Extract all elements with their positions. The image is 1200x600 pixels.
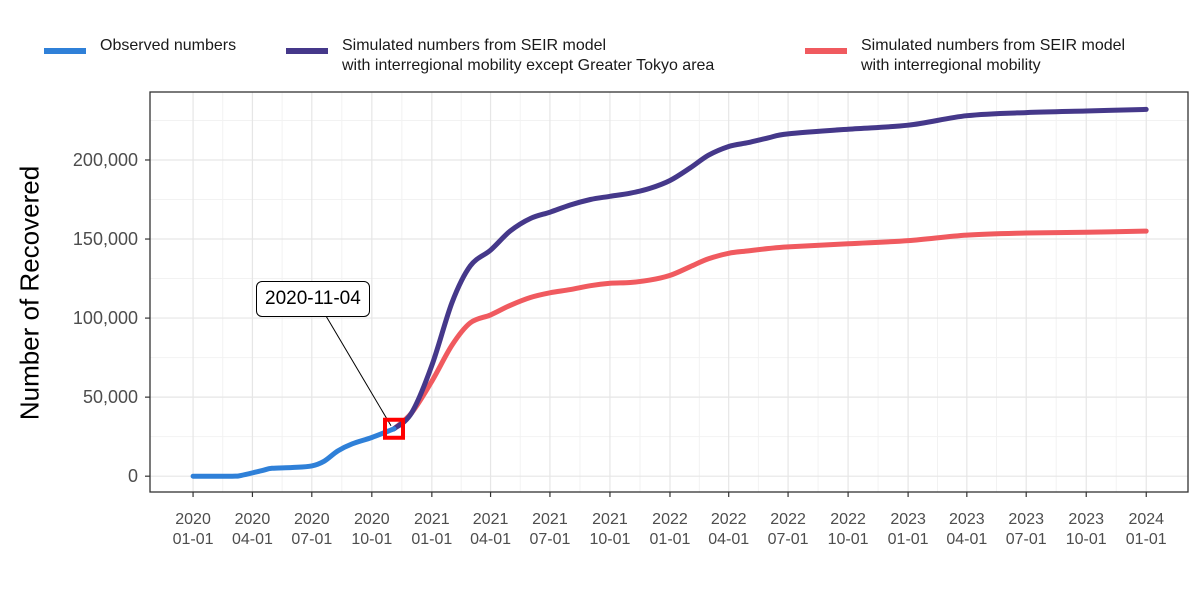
legend-key-seir-except-tokyo bbox=[286, 48, 328, 54]
x-tick-label-year: 2022 bbox=[770, 511, 806, 528]
x-tick-label-date: 07-01 bbox=[529, 531, 570, 548]
x-tick-label-year: 2023 bbox=[1068, 511, 1104, 528]
x-tick-label-date: 04-01 bbox=[708, 531, 749, 548]
series-line-seir-mobility bbox=[391, 228, 1149, 432]
legend-item-seir-except-tokyo: Simulated numbers from SEIR model with i… bbox=[286, 36, 714, 76]
x-tick-label-year: 2023 bbox=[949, 511, 985, 528]
legend-item-observed: Observed numbers bbox=[44, 36, 236, 56]
legend-key-seir-mobility bbox=[805, 48, 847, 54]
x-tick-label-date: 01-01 bbox=[888, 531, 929, 548]
x-tick-label-date: 07-01 bbox=[1006, 531, 1047, 548]
x-tick-label-year: 2024 bbox=[1128, 511, 1164, 528]
x-tick-label-year: 2021 bbox=[473, 511, 509, 528]
x-tick-label-year: 2020 bbox=[294, 511, 330, 528]
x-tick-label-date: 04-01 bbox=[470, 531, 511, 548]
annotation-marker bbox=[383, 417, 406, 440]
x-tick-label-date: 01-01 bbox=[173, 531, 214, 548]
annotation-leader-line bbox=[325, 315, 392, 427]
y-tick-label: 0 bbox=[128, 466, 138, 486]
x-tick-label-date: 10-01 bbox=[351, 531, 392, 548]
legend: Observed numbers Simulated numbers from … bbox=[0, 36, 1200, 86]
x-tick-label-year: 2022 bbox=[711, 511, 747, 528]
legend-key-observed bbox=[44, 48, 86, 54]
legend-label-seir-mobility: Simulated numbers from SEIR model with i… bbox=[861, 37, 1126, 74]
x-tick-label-date: 04-01 bbox=[232, 531, 273, 548]
x-tick-label-date: 10-01 bbox=[589, 531, 630, 548]
y-tick-label: 50,000 bbox=[83, 387, 138, 407]
x-tick-label-date: 07-01 bbox=[291, 531, 332, 548]
x-tick-label-year: 2021 bbox=[414, 511, 450, 528]
x-tick-label-date: 07-01 bbox=[768, 531, 809, 548]
x-tick-label-year: 2023 bbox=[890, 511, 926, 528]
x-tick-label-year: 2022 bbox=[830, 511, 866, 528]
series-line-observed bbox=[190, 426, 397, 479]
annotation-label: 2020-11-04 bbox=[256, 281, 370, 317]
legend-label-observed: Observed numbers bbox=[100, 37, 237, 54]
x-tick-label-year: 2020 bbox=[235, 511, 271, 528]
x-tick-label-date: 10-01 bbox=[1066, 531, 1107, 548]
x-tick-label-year: 2021 bbox=[592, 511, 628, 528]
x-tick-label-year: 2020 bbox=[354, 511, 390, 528]
x-tick-label-year: 2020 bbox=[175, 511, 211, 528]
x-tick-label-year: 2023 bbox=[1008, 511, 1044, 528]
plot-border bbox=[149, 91, 1189, 493]
y-tick-label: 200,000 bbox=[73, 150, 138, 170]
y-tick-label: 150,000 bbox=[73, 229, 138, 249]
x-tick-label-date: 10-01 bbox=[828, 531, 869, 548]
x-tick-label-date: 04-01 bbox=[946, 531, 987, 548]
y-tick-label: 100,000 bbox=[73, 308, 138, 328]
x-tick-label-date: 01-01 bbox=[1126, 531, 1167, 548]
x-tick-label-year: 2021 bbox=[532, 511, 568, 528]
x-tick-label-date: 01-01 bbox=[411, 531, 452, 548]
legend-item-seir-mobility: Simulated numbers from SEIR model with i… bbox=[805, 36, 1125, 76]
series-line-seir-except-tokyo bbox=[391, 106, 1149, 432]
legend-label-seir-except-tokyo: Simulated numbers from SEIR model with i… bbox=[342, 37, 715, 74]
x-tick-label-date: 01-01 bbox=[650, 531, 691, 548]
x-tick-label-year: 2022 bbox=[652, 511, 688, 528]
